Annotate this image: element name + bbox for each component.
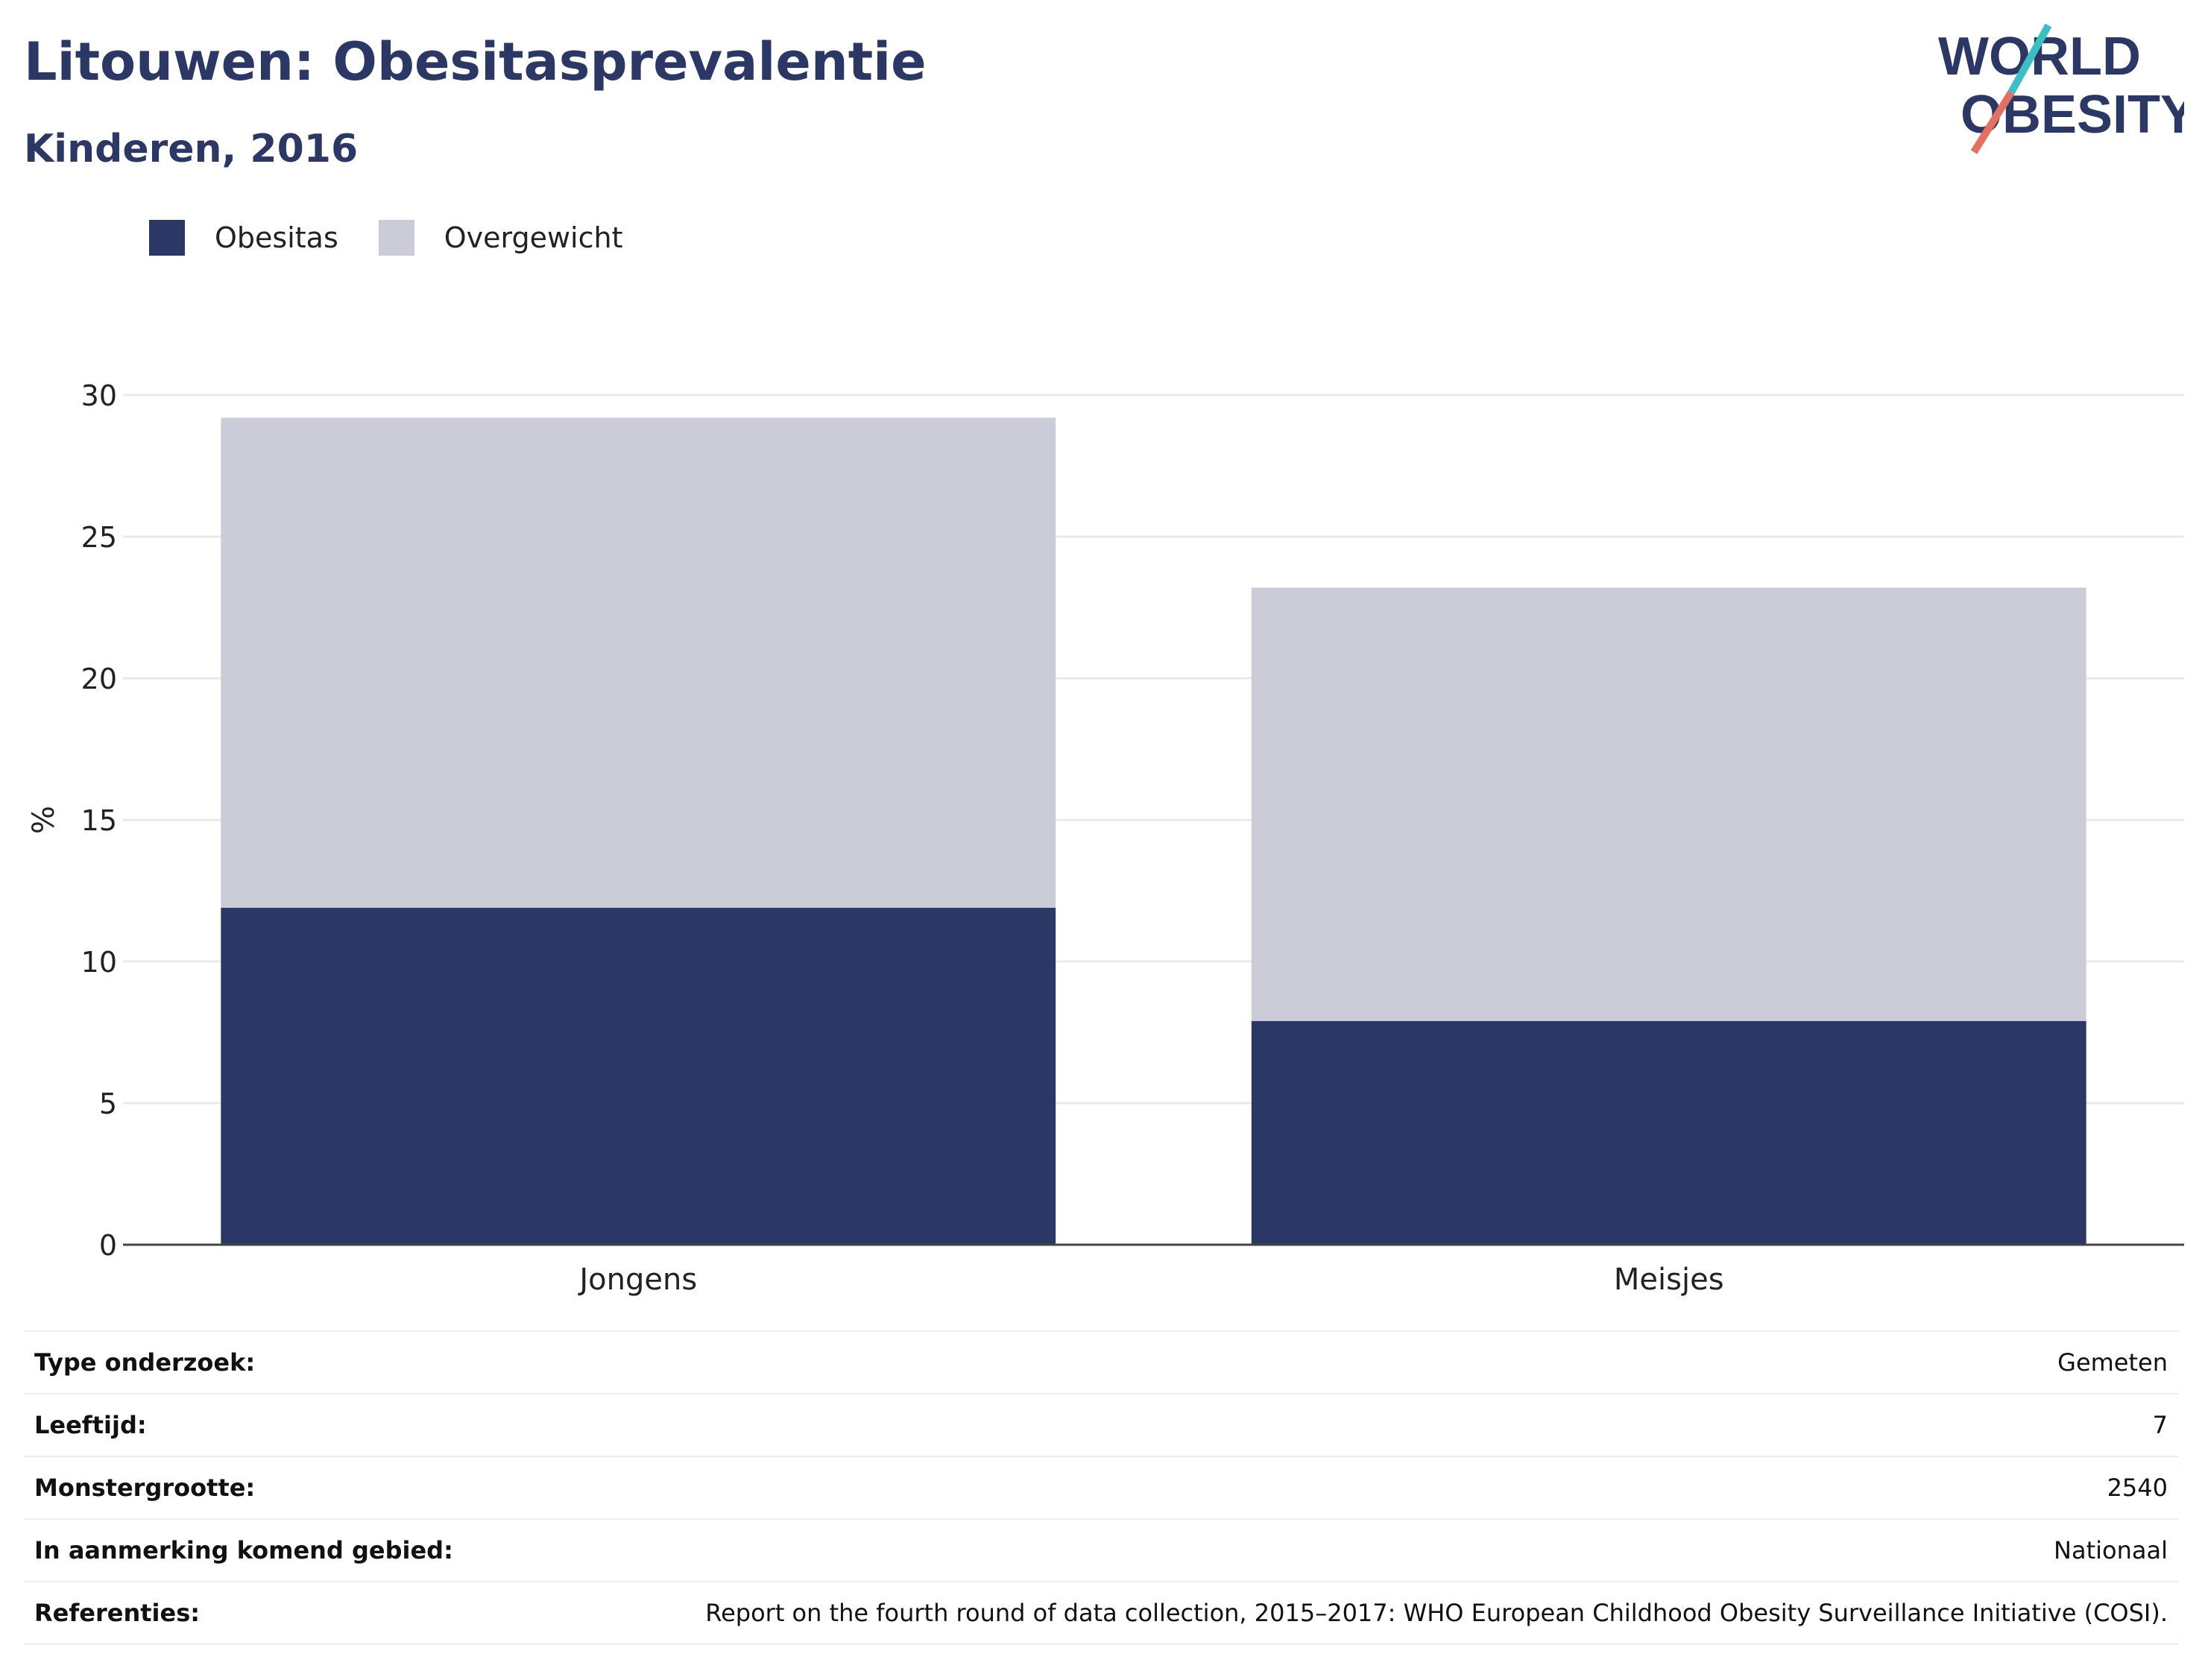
info-key: In aanmerking komend gebied: — [34, 1536, 453, 1564]
y-tick-label: 25 — [81, 521, 117, 554]
stacked-bar-chart: 0 5 10 15 20 25 30 Jongens Meisjes% — [27, 379, 2184, 1297]
y-tick-label: 30 — [81, 379, 117, 412]
logo-slash-teal — [2007, 23, 2052, 95]
bar-obesitas-jongens — [221, 907, 1056, 1245]
y-tick-label: 5 — [99, 1087, 117, 1120]
legend-swatch-overgewicht — [378, 220, 414, 256]
legend-swatch-obesitas — [149, 220, 185, 256]
legend-label-overgewicht: Overgewicht — [444, 221, 623, 254]
info-key: Referenties: — [34, 1599, 201, 1627]
legend-label-obesitas: Obesitas — [215, 221, 338, 254]
page-subtitle: Kinderen, 2016 — [24, 127, 359, 171]
y-tick-label: 0 — [99, 1229, 117, 1262]
info-key: Leeftijd: — [34, 1411, 147, 1439]
world-obesity-logo: WORLD OBESITY — [1938, 23, 2184, 154]
info-value: 7 — [2152, 1411, 2168, 1439]
info-key: Type onderzoek: — [34, 1348, 256, 1377]
info-row-area: In aanmerking komend gebied: Nationaal — [24, 1518, 2178, 1581]
info-row-references: Referenties: Report on the fourth round … — [24, 1581, 2178, 1645]
x-tick-label: Jongens — [577, 1263, 697, 1297]
info-row-age: Leeftijd: 7 — [24, 1393, 2178, 1456]
info-key: Monstergrootte: — [34, 1474, 256, 1502]
bar-overgewicht-meisjes — [1251, 587, 2086, 1021]
info-value: Nationaal — [2054, 1536, 2168, 1564]
page-title: Litouwen: Obesitasprevalentie — [24, 31, 927, 92]
logo-slash-red — [1970, 90, 2015, 154]
y-axis-label: % — [27, 806, 61, 834]
y-tick-label: 10 — [81, 946, 117, 979]
y-tick-label: 20 — [81, 663, 117, 695]
info-value: 2540 — [2107, 1474, 2168, 1502]
legend-item-obesitas[interactable]: Obesitas — [149, 220, 338, 256]
bar-obesitas-meisjes — [1251, 1020, 2086, 1245]
info-row-sample: Monstergrootte: 2540 — [24, 1456, 2178, 1518]
chart-legend: Obesitas Overgewicht — [149, 220, 663, 256]
y-tick-label: 15 — [81, 804, 117, 837]
info-table: Type onderzoek: Gemeten Leeftijd: 7 Mons… — [24, 1330, 2178, 1645]
info-value: Report on the fourth round of data colle… — [705, 1599, 2168, 1627]
info-value: Gemeten — [2057, 1348, 2168, 1377]
x-tick-label: Meisjes — [1614, 1263, 1724, 1297]
bar-overgewicht-jongens — [221, 417, 1056, 908]
info-row-type: Type onderzoek: Gemeten — [24, 1330, 2178, 1393]
legend-item-overgewicht[interactable]: Overgewicht — [378, 220, 623, 256]
